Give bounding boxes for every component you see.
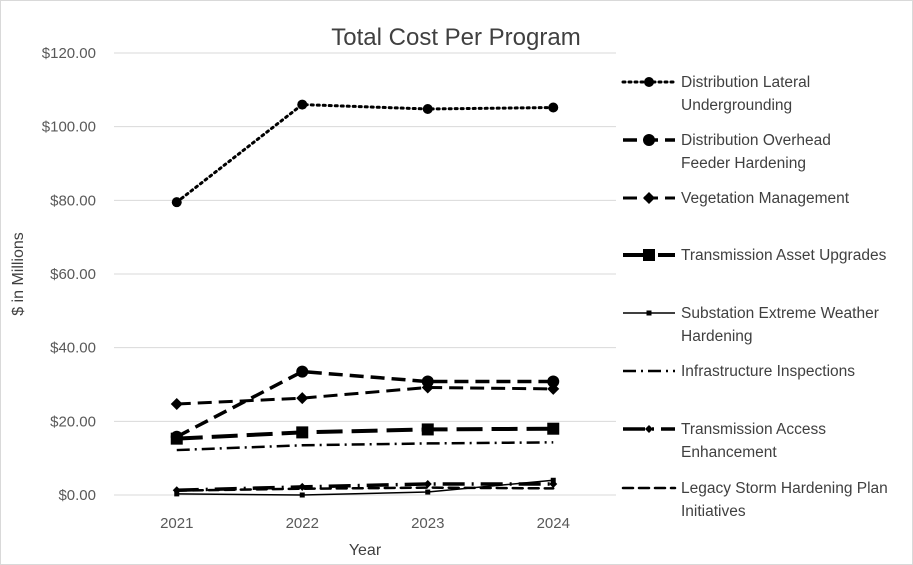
series-line <box>176 441 554 452</box>
data-point <box>421 381 434 394</box>
data-point <box>296 426 309 439</box>
x-tick-label: 2022 <box>286 515 319 532</box>
legend-entry-7: Transmission Access Enhancement <box>623 421 826 461</box>
x-tick-label: 2024 <box>537 515 570 532</box>
series-line <box>176 482 554 492</box>
data-point <box>421 423 434 436</box>
series-line <box>176 426 554 441</box>
series-lines <box>170 99 560 498</box>
series-line <box>176 385 554 406</box>
data-point <box>423 479 432 488</box>
x-tick-label: 2021 <box>160 515 193 532</box>
legend-marker <box>643 249 655 261</box>
series-2 <box>170 365 560 443</box>
data-point <box>549 479 558 488</box>
legend-entry-3: Vegetation Management <box>623 190 850 207</box>
legend-label: Legacy Storm Hardening Plan Initiatives <box>681 480 888 520</box>
series-8 <box>175 486 555 492</box>
x-tick-label: 2023 <box>411 515 444 532</box>
series-line <box>175 103 555 204</box>
y-tick-label: $60.00 <box>50 266 96 283</box>
data-point <box>422 103 433 114</box>
legend-entry-2: Distribution Overhead Feeder Hardening <box>623 132 831 172</box>
data-point <box>170 432 183 445</box>
data-point <box>425 489 431 495</box>
legend-entry-8: Legacy Storm Hardening Plan Initiatives <box>621 480 888 520</box>
data-point <box>297 99 308 110</box>
axes: $0.00 $20.00 $40.00 $60.00 $80.00 $100.00 $120… <box>42 45 616 532</box>
y-tick-label: $20.00 <box>50 413 96 430</box>
y-tick-label: $100.00 <box>42 119 96 136</box>
legend-marker <box>643 134 655 146</box>
series-line <box>176 479 554 496</box>
chart-title: Total Cost Per Program <box>331 24 580 51</box>
y-tick-label: $40.00 <box>50 340 96 357</box>
legend-label: Vegetation Management <box>681 190 850 207</box>
y-tick-label: $80.00 <box>50 192 96 209</box>
data-point <box>548 102 559 113</box>
series-4 <box>170 422 560 445</box>
legend: Distribution Lateral Undergrounding Distri… <box>621 74 888 520</box>
y-axis-title: $ in Millions <box>10 232 27 316</box>
data-point <box>171 197 182 208</box>
legend-label: Distribution Overhead Feeder Hardening <box>681 132 831 172</box>
data-point <box>296 392 309 405</box>
legend-marker <box>644 77 654 87</box>
gridlines <box>114 52 616 422</box>
data-point <box>299 492 305 498</box>
legend-entry-1: Distribution Lateral Undergrounding <box>621 74 810 114</box>
data-point <box>547 382 560 395</box>
legend-marker <box>646 310 652 316</box>
legend-entry-6: Infrastructure Inspections <box>623 363 855 380</box>
x-axis-title: Year <box>349 542 382 559</box>
legend-label: Transmission Asset Upgrades <box>681 247 887 264</box>
data-point <box>170 398 183 411</box>
legend-entry-5: Substation Extreme Weather Hardening <box>623 305 879 345</box>
series-3 <box>170 381 560 411</box>
series-6 <box>176 441 554 452</box>
y-tick-label: $120.00 <box>42 45 96 62</box>
data-point <box>296 365 309 378</box>
legend-label: Substation Extreme Weather Hardening <box>681 305 879 345</box>
series-1 <box>171 99 559 208</box>
series-line <box>175 486 555 492</box>
data-point <box>547 422 560 435</box>
legend-marker <box>645 425 653 433</box>
legend-label: Distribution Lateral Undergrounding <box>681 74 810 114</box>
data-point <box>547 375 560 388</box>
y-tick-label: $0.00 <box>58 487 96 504</box>
legend-label: Infrastructure Inspections <box>681 363 855 380</box>
legend-marker <box>643 192 655 204</box>
series-line <box>175 369 554 439</box>
legend-label: Transmission Access Enhancement <box>681 421 826 461</box>
legend-entry-4: Transmission Asset Upgrades <box>623 247 887 264</box>
